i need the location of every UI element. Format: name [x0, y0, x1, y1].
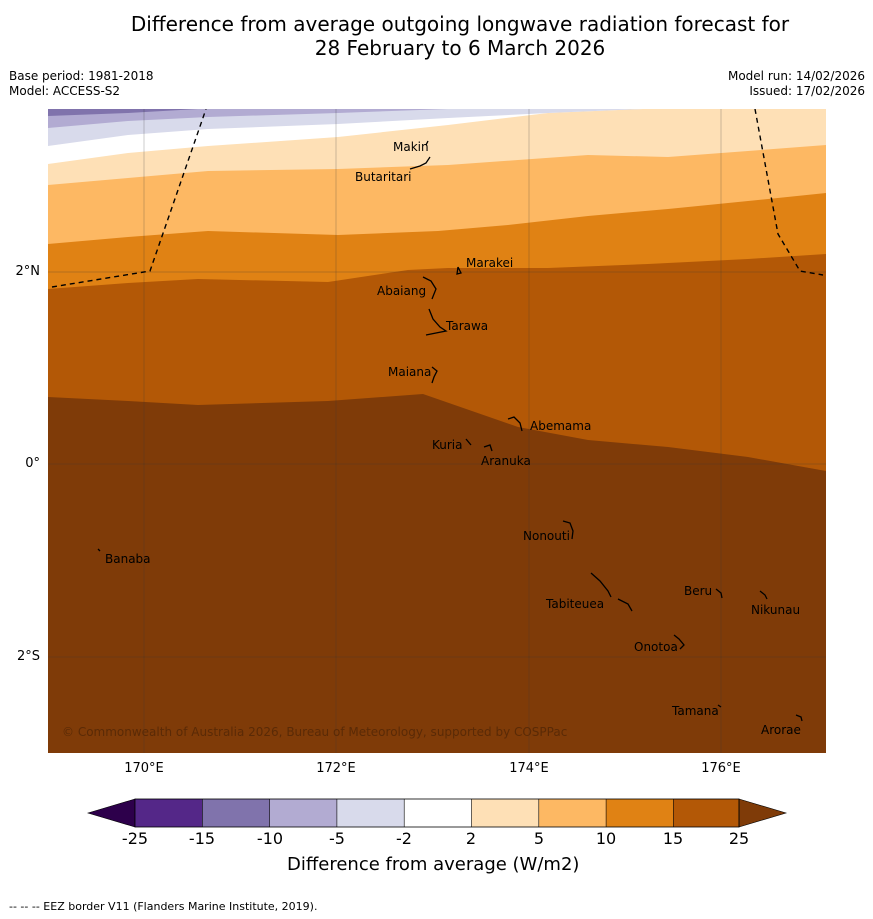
- cbar-tick-25: 25: [728, 829, 750, 848]
- base-period-text: Base period: 1981-2018: [9, 69, 154, 83]
- eez-footnote: -- -- -- EEZ border V11 (Flanders Marine…: [9, 900, 318, 913]
- label-onotoa: Onotoa: [634, 640, 678, 654]
- island-shape-abaiang: [422, 276, 437, 300]
- lon-label-170: 170°E: [124, 761, 164, 776]
- colorbar-outline: [134, 798, 740, 828]
- lon-label-176: 176°E: [701, 761, 741, 776]
- island-shape-tabiteuea: [590, 572, 633, 612]
- label-arorae: Arorae: [761, 723, 801, 737]
- eez-border-east: [754, 109, 824, 276]
- label-nonouti: Nonouti: [523, 529, 570, 543]
- meta-left: Base period: 1981-2018 Model: ACCESS-S2: [9, 69, 154, 99]
- island-shape-butaritari: [409, 156, 431, 170]
- label-banaba: Banaba: [105, 552, 151, 566]
- island-shape-kuria: [465, 438, 472, 446]
- colorbar: [86, 798, 788, 828]
- issued-text: Issued: 17/02/2026: [749, 84, 865, 98]
- colorbar-title: Difference from average (W/m2): [287, 854, 580, 875]
- label-tabiteuea: Tabiteuea: [545, 597, 604, 611]
- label-marakei: Marakei: [466, 256, 513, 270]
- colorbar-over-arrow: [738, 798, 788, 828]
- island-shape-arorae: [795, 714, 803, 722]
- cbar-tick--2: -2: [396, 829, 412, 848]
- cbar-tick-2: 2: [465, 829, 477, 848]
- island-shape-maiana: [431, 366, 438, 384]
- title-line-2: 28 February to 6 March 2026: [314, 36, 606, 60]
- cbar-tick-5: 5: [533, 829, 545, 848]
- chart-title: Difference from average outgoing longwav…: [0, 12, 873, 60]
- island-shape-banaba: [97, 548, 101, 552]
- colorbar-bin-2: [202, 799, 270, 827]
- eez-border: [51, 109, 824, 288]
- label-tamana: Tamana: [671, 704, 719, 718]
- colorbar-bin-9: [673, 799, 739, 827]
- cbar-tick-15: 15: [662, 829, 684, 848]
- cbar-tick--5: -5: [329, 829, 345, 848]
- colorbar-bin-8: [606, 799, 674, 827]
- colorbar-under-arrow: [86, 798, 136, 828]
- colorbar-bin-1: [135, 799, 203, 827]
- label-abaiang: Abaiang: [377, 284, 426, 298]
- graticule: [48, 109, 826, 753]
- cbar-tick--15: -15: [188, 829, 216, 848]
- band-neg-5-10: [48, 109, 448, 128]
- colorbar-bin-6: [471, 799, 539, 827]
- model-run-text: Model run: 14/02/2026: [727, 69, 865, 83]
- island-shape-nikunau: [759, 590, 768, 600]
- cbar-tick-10: 10: [595, 829, 617, 848]
- cbar-tick--10: -10: [256, 829, 284, 848]
- model-text: Model: ACCESS-S2: [9, 84, 121, 98]
- label-butaritari: Butaritari: [355, 170, 412, 184]
- lat-label-0: 0°: [25, 456, 40, 471]
- map-panel: Makin Butaritari Marakei Abaiang Tarawa …: [48, 109, 826, 753]
- label-aranuka: Aranuka: [481, 454, 531, 468]
- island-shape-onotoa: [673, 634, 685, 650]
- label-tarawa: Tarawa: [445, 319, 488, 333]
- title-line-1: Difference from average outgoing longwav…: [130, 12, 790, 36]
- band-neg-2-5: [48, 109, 643, 146]
- lon-label-174: 174°E: [509, 761, 549, 776]
- colorbar-bin-4: [336, 799, 405, 827]
- colorbar-bin-7: [538, 799, 607, 827]
- lon-label-172: 172°E: [316, 761, 356, 776]
- island-shape-tarawa: [425, 308, 448, 336]
- meta-right: Model run: 14/02/2026 Issued: 17/02/2026: [728, 69, 865, 99]
- label-beru: Beru: [684, 584, 712, 598]
- island-shape-marakei: [456, 266, 462, 275]
- copyright-text: © Commonwealth of Australia 2026, Bureau…: [62, 725, 567, 739]
- label-makin: Makin: [393, 140, 429, 154]
- cbar-tick--25: -25: [121, 829, 149, 848]
- label-abemama: Abemama: [530, 419, 591, 433]
- island-shape-aranuka: [483, 444, 493, 452]
- eez-border-west: [51, 109, 207, 288]
- label-nikunau: Nikunau: [751, 603, 800, 617]
- colorbar-bin-5: [404, 799, 472, 827]
- island-shape-nonouti: [562, 520, 574, 540]
- label-kuria: Kuria: [432, 438, 463, 452]
- band-neg-10-15: [48, 109, 198, 116]
- label-maiana: Maiana: [388, 365, 431, 379]
- colorbar-bin-3: [269, 799, 337, 827]
- lat-label-2s: 2°S: [16, 649, 40, 664]
- island-shape-makin: [425, 140, 429, 146]
- island-shape-abemama: [507, 416, 523, 432]
- island-outlines: [97, 140, 803, 722]
- island-shape-tamana: [717, 704, 722, 708]
- island-shape-beru: [715, 588, 723, 599]
- lat-label-2n: 2°N: [15, 264, 41, 279]
